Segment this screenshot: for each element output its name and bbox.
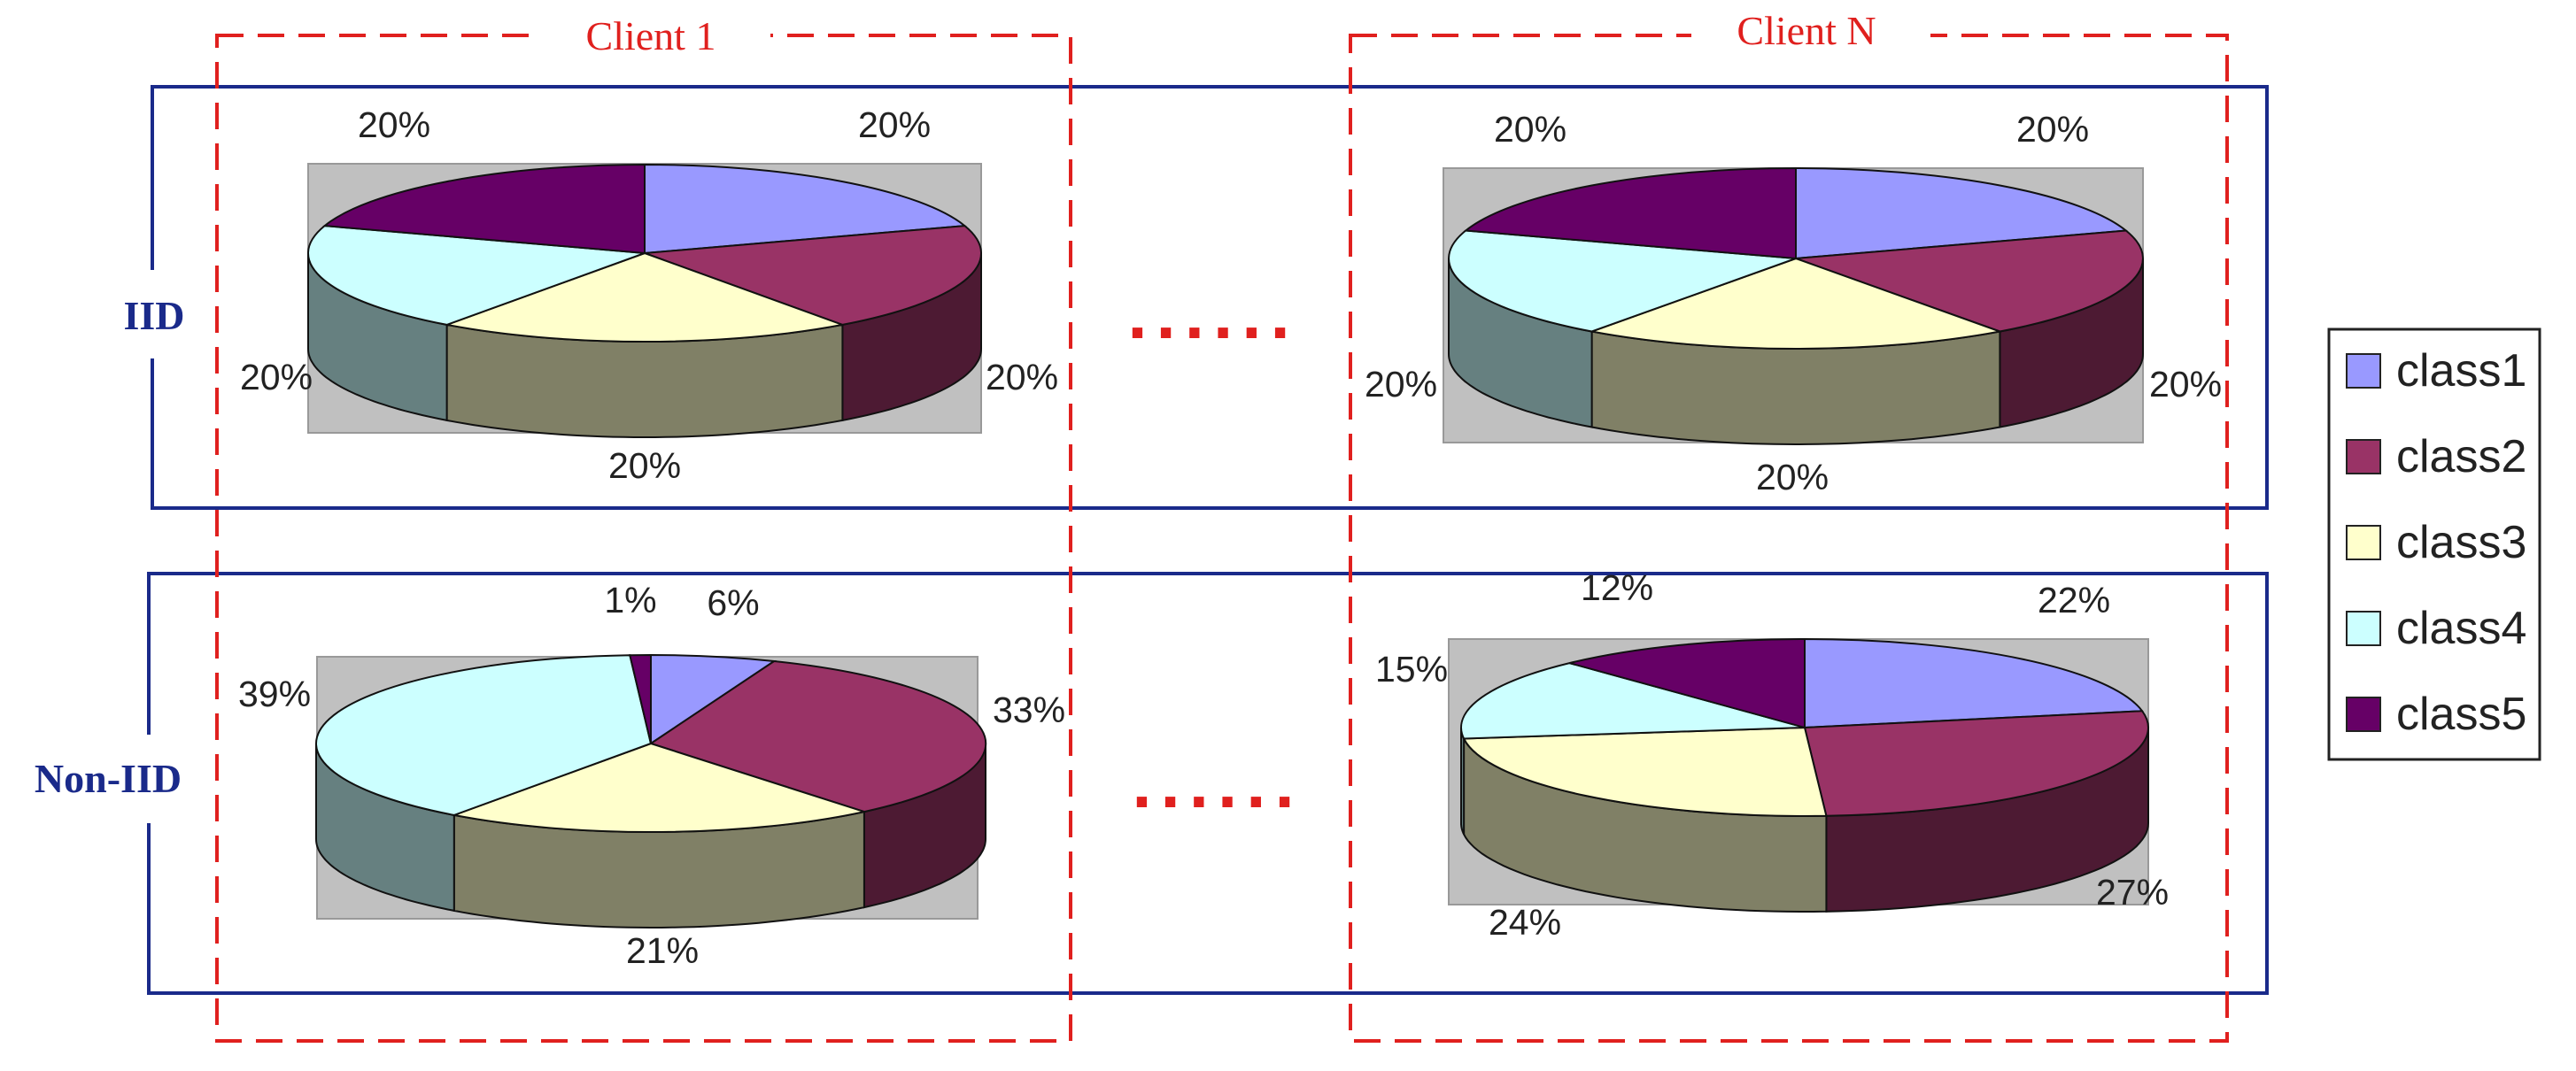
pie-slice-class5	[629, 653, 652, 744]
pie-label-class3: 20%	[608, 445, 681, 486]
pie-label-class1: 22%	[2038, 580, 2110, 620]
pie-label-class3: 24%	[1489, 902, 1561, 943]
pie-slice-class5	[322, 163, 646, 255]
pie-label-class4: 15%	[1375, 649, 1448, 690]
pie-chart-iid-client-n: 20% 20% 20% 20% 20%	[1365, 109, 2222, 497]
pie-label-class2: 27%	[2096, 872, 2169, 913]
legend-swatch-class5	[2346, 697, 2381, 732]
pie-slice-class5	[1569, 637, 1806, 729]
pie-label-class5: 12%	[1581, 567, 1653, 608]
pie-label-class5: 20%	[1494, 109, 1566, 150]
client-n-label: Client N	[1737, 8, 1876, 53]
pie-slice-class3	[1462, 726, 1828, 817]
legend-label-class5: class5	[2396, 689, 2526, 740]
iid-ellipsis: ......	[1127, 274, 1298, 353]
legend-label-class4: class4	[2396, 603, 2526, 654]
pie-slice-class4	[1448, 229, 1797, 333]
legend: class1 class2 class3 class4 class5	[2327, 327, 2541, 761]
pie-slice-class4	[1460, 662, 1806, 740]
pie-slice-class1	[650, 653, 777, 745]
pie-label-class5: 1%	[604, 580, 656, 620]
pie-slice-class5	[1463, 166, 1797, 260]
pie-label-class5: 20%	[358, 104, 430, 145]
pie-chart-non-iid-client-1: 6% 33% 21% 39% 1%	[238, 580, 1065, 971]
pie-chart-iid-client-1: 20% 20% 20% 20% 20%	[240, 104, 1058, 486]
pie-label-class4: 20%	[1365, 364, 1437, 405]
legend-label-class3: class3	[2396, 517, 2526, 568]
iid-row-label: IID	[123, 293, 184, 338]
pie-label-class2: 20%	[2149, 364, 2222, 405]
pie-label-class3: 20%	[1756, 457, 1829, 497]
legend-swatch-class3	[2346, 525, 2381, 560]
legend-swatch-class2	[2346, 439, 2381, 474]
pie-slice-side-class4	[1460, 728, 1466, 837]
pie-label-class3: 21%	[626, 930, 699, 971]
pie-slice-class2	[644, 225, 982, 326]
pie-slice-class2	[648, 659, 987, 813]
pie-label-class2: 20%	[986, 357, 1058, 397]
pie-slice-class3	[451, 742, 868, 834]
pie-label-class1: 20%	[2016, 109, 2089, 150]
pie-label-class4: 39%	[238, 674, 311, 714]
pie-label-class4: 20%	[240, 357, 313, 397]
client-n-column-box	[1349, 34, 2229, 1043]
non-iid-row-label: Non-IID	[35, 756, 182, 801]
legend-swatch-class4	[2346, 611, 2381, 646]
pie-slice-class2	[1795, 229, 2144, 333]
non-iid-ellipsis: ......	[1132, 744, 1303, 822]
pie-label-class1: 6%	[707, 582, 759, 623]
legend-swatch-class1	[2346, 353, 2381, 389]
pie-slice-class3	[1588, 257, 2004, 350]
pie-chart-non-iid-client-n: 22% 27% 24% 15% 12%	[1375, 567, 2169, 943]
pie-slice-class4	[315, 654, 653, 816]
pie-slice-class4	[307, 225, 646, 326]
pie-slice-class1	[1804, 637, 2145, 729]
legend-label-class1: class1	[2396, 345, 2526, 397]
pie-label-class2: 33%	[993, 690, 1065, 730]
pie-slice-class2	[1803, 710, 2149, 817]
pie-slice-class1	[644, 163, 967, 255]
client-1-label: Client 1	[586, 13, 716, 58]
pie-slice-class1	[1795, 166, 2129, 260]
pie-slice-class3	[443, 251, 847, 343]
legend-label-class2: class2	[2396, 431, 2526, 482]
pie-label-class1: 20%	[858, 104, 931, 145]
